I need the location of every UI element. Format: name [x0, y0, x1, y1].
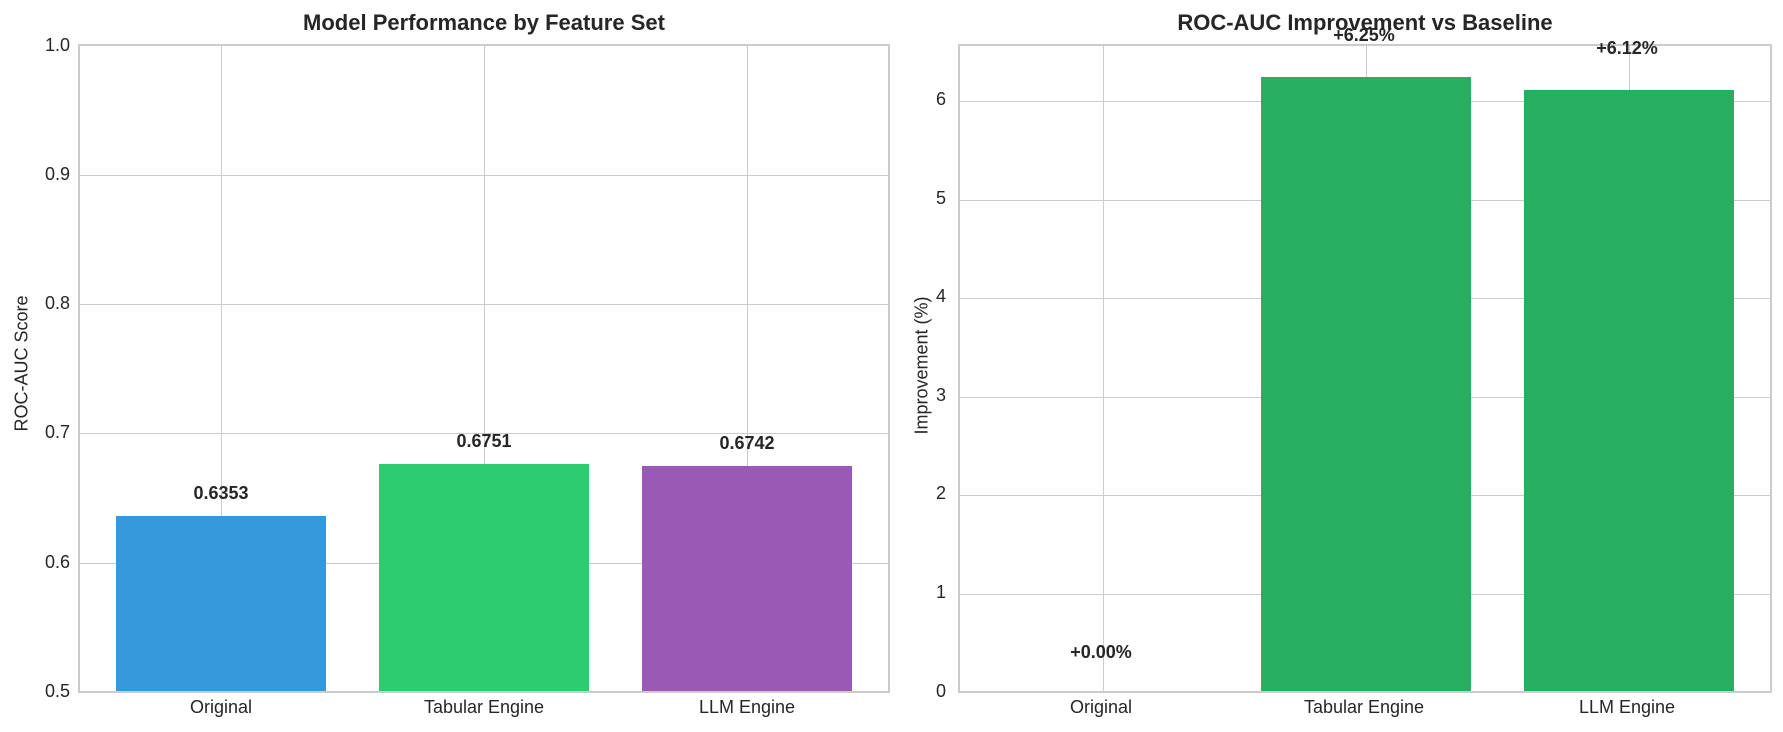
bar-llm-engine	[1524, 90, 1734, 691]
x-tick: Tabular Engine	[1303, 697, 1425, 717]
x-tick: Original	[189, 697, 253, 717]
y-tick: 0.9	[44, 164, 70, 184]
value-label: +0.00%	[1070, 642, 1132, 662]
value-label: 0.6751	[456, 431, 512, 451]
x-tick: Original	[1069, 697, 1133, 717]
chart-title: Model Performance by Feature Set	[303, 10, 665, 35]
y-tick: 6	[935, 89, 946, 109]
plot-area	[958, 44, 1772, 693]
value-label: +6.25%	[1333, 25, 1395, 45]
bar-tabular-engine	[379, 464, 589, 691]
value-label: 0.6353	[193, 483, 249, 503]
y-tick: 0.5	[44, 681, 70, 701]
x-tick: LLM Engine	[698, 697, 796, 717]
y-axis-label: ROC-AUC Score	[11, 295, 32, 432]
value-label: 0.6742	[719, 433, 775, 453]
y-tick: 2	[935, 483, 946, 503]
y-tick: 1.0	[44, 35, 70, 55]
y-tick: 0.7	[44, 422, 70, 442]
bar-llm-engine	[642, 466, 852, 691]
y-axis-label: Improvement (%)	[911, 296, 932, 435]
y-tick: 4	[935, 286, 946, 306]
y-tick: 0	[935, 681, 946, 701]
x-tick: Tabular Engine	[423, 697, 545, 717]
y-tick: 0.6	[44, 552, 70, 572]
gridline	[484, 46, 485, 691]
chart-title: ROC-AUC Improvement vs Baseline	[1177, 10, 1553, 35]
x-tick: LLM Engine	[1578, 697, 1676, 717]
bar-tabular-engine	[1261, 77, 1471, 691]
y-tick: 5	[935, 188, 946, 208]
value-label: +6.12%	[1596, 38, 1658, 58]
gridline	[221, 46, 222, 691]
bar-original	[116, 516, 326, 691]
gridline	[1103, 46, 1104, 691]
y-tick: 1	[935, 582, 946, 602]
plot-area	[78, 44, 890, 693]
y-tick: 3	[935, 385, 946, 405]
gridline	[747, 46, 748, 691]
y-tick: 0.8	[44, 293, 70, 313]
